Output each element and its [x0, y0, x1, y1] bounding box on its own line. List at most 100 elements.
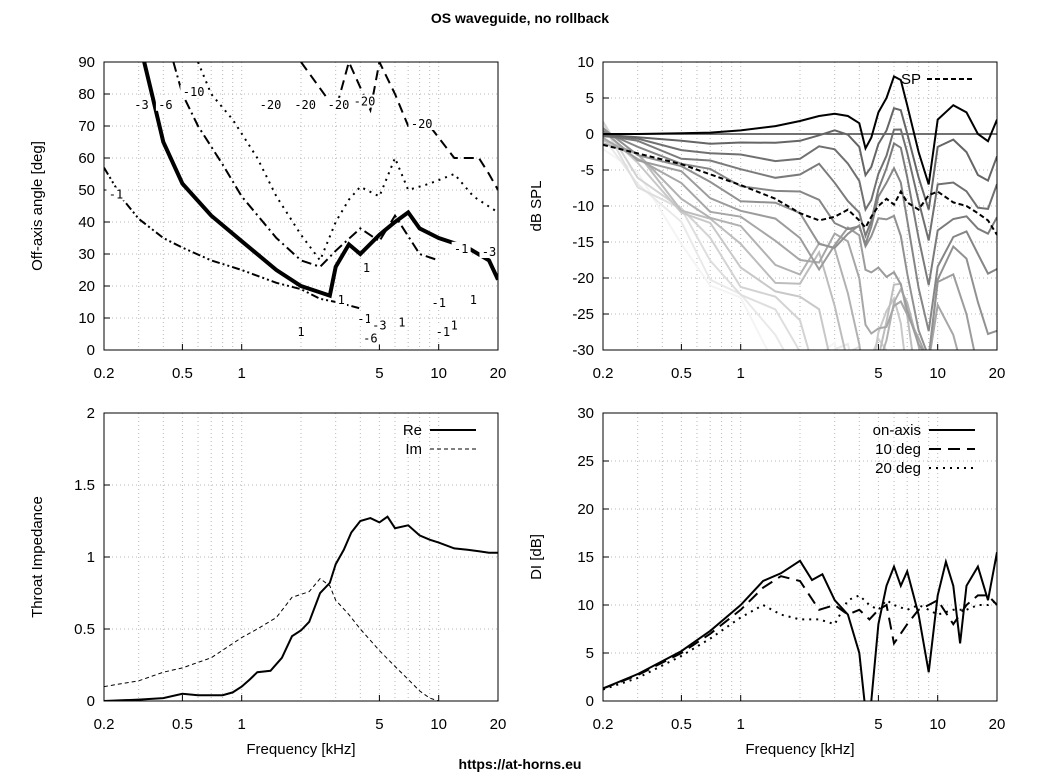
plot-panel-1: 0.2 0.5 1 5 10 20 0 10 20 30 40 50 60 70 80 90 Off-axis … — [29, 54, 506, 382]
contour-label: -1 — [436, 325, 450, 339]
contour-label: -1 — [357, 312, 371, 326]
y-tick-label: 20 — [78, 278, 95, 295]
contour-label: -1 — [454, 242, 468, 256]
contour-label: -1 — [109, 187, 123, 201]
contour-label: -20 — [354, 95, 376, 109]
x-tick-label: 0.2 — [593, 365, 614, 382]
x-tick-label: 5 — [874, 365, 882, 382]
contour-line — [197, 62, 498, 263]
x-tick-label: 1 — [737, 365, 745, 382]
y-tick-label: 0.5 — [74, 621, 95, 638]
x-tick-label: 20 — [490, 365, 507, 382]
off-axis-series-line — [603, 134, 997, 286]
y-tick-label: 20 — [577, 501, 594, 518]
contour-label-bg — [351, 94, 378, 108]
x-tick-label: 0.2 — [94, 716, 115, 733]
x-tick-label: 10 — [929, 716, 946, 733]
off-axis-series-line — [603, 128, 997, 241]
y-tick-label: 50 — [78, 182, 95, 199]
x-tick-label: 1 — [737, 716, 745, 733]
x-tick-label: 5 — [874, 716, 882, 733]
y-tick-label: 25 — [577, 453, 594, 470]
y-tick-label: -30 — [572, 342, 594, 359]
contour-label-bg — [155, 97, 175, 111]
contour-label-bg — [131, 97, 151, 111]
contour-label-bg — [451, 241, 471, 255]
x-tick-label: 20 — [989, 365, 1006, 382]
contour-label: 1 — [470, 293, 477, 307]
y-tick-label: 2 — [87, 405, 95, 422]
contour-label: -3 — [134, 98, 148, 112]
x-tick-label: 0.5 — [172, 716, 193, 733]
x-axis-label: Frequency [kHz] — [246, 741, 355, 758]
legend-label: Im — [405, 441, 422, 458]
off-axis-series-line — [603, 127, 997, 350]
contour-label: -20 — [328, 98, 350, 112]
y-tick-label: 90 — [78, 54, 95, 71]
plot-panel-3: 0.2 0.5 1 5 10 20 0 0.5 1 1.5 2 Throat Impedance Fre… — [29, 405, 506, 758]
y-tick-label: 0 — [586, 693, 594, 710]
contour-label-bg — [360, 261, 373, 274]
off-axis-series-line — [603, 136, 959, 350]
plot-frame — [602, 412, 998, 702]
plot-frame — [602, 61, 998, 351]
plot-frame — [103, 412, 499, 702]
contour-label-bg — [295, 325, 307, 338]
contour-label: -20 — [411, 117, 433, 131]
y-tick-label: -20 — [572, 270, 594, 287]
y-axis-label: DI [dB] — [528, 534, 545, 580]
contour-label-bg — [433, 325, 453, 338]
contour-label: -20 — [260, 98, 282, 112]
contour-label-bg — [106, 187, 126, 201]
y-tick-label: 80 — [78, 86, 95, 103]
x-axis-label: Frequency [kHz] — [745, 741, 854, 758]
x-tick-label: 10 — [929, 365, 946, 382]
contour-label-bg — [325, 97, 352, 111]
y-tick-label: 0 — [586, 126, 594, 143]
x-tick-label: 0.5 — [671, 365, 692, 382]
y-tick-label: 15 — [577, 549, 594, 566]
contour-label: -6 — [363, 331, 377, 345]
sp-series-line — [603, 143, 997, 236]
y-tick-label: 10 — [577, 54, 594, 71]
y-axis-label: dB SPL — [528, 181, 545, 232]
y-tick-label: 0 — [87, 693, 95, 710]
contour-label-bg — [257, 97, 284, 111]
y-tick-label: 0 — [87, 342, 95, 359]
x-tick-label: 0.2 — [94, 365, 115, 382]
contour-label-bg — [360, 331, 380, 345]
x-tick-label: 10 — [430, 365, 447, 382]
contour-label-bg — [180, 85, 207, 98]
series-line — [603, 594, 997, 691]
contour-label: 1 — [338, 293, 345, 307]
off-axis-series-line — [603, 139, 914, 350]
y-tick-label: -10 — [572, 198, 594, 215]
x-tick-label: 1 — [238, 365, 246, 382]
y-tick-label: 70 — [78, 118, 95, 135]
contour-label-bg — [408, 117, 435, 130]
series-line — [603, 575, 997, 690]
x-tick-label: 5 — [375, 716, 383, 733]
contour-label-bg — [448, 318, 461, 332]
figure-title: OS waveguide, no rollback — [430, 10, 610, 26]
plot-frame — [103, 61, 499, 351]
contour-label: -3 — [482, 245, 496, 259]
y-tick-label: 10 — [78, 310, 95, 327]
off-axis-series-line — [603, 148, 838, 350]
y-tick-label: 40 — [78, 214, 95, 231]
contour-label-bg — [369, 318, 389, 332]
contour-label: 1 — [398, 315, 405, 329]
y-tick-label: 1 — [87, 549, 95, 566]
contour-label: -3 — [372, 319, 386, 333]
y-tick-label: 10 — [577, 597, 594, 614]
on-axis-series-line — [603, 74, 997, 185]
y-tick-label: 60 — [78, 150, 95, 167]
footer-url[interactable]: https://at-horns.eu — [458, 756, 582, 772]
y-tick-label: 30 — [577, 405, 594, 422]
x-tick-label: 10 — [430, 716, 447, 733]
contour-line — [142, 62, 498, 299]
x-tick-label: 5 — [375, 365, 383, 382]
y-axis-label: Off-axis angle [deg] — [29, 141, 46, 271]
off-axis-series-line — [603, 142, 921, 350]
